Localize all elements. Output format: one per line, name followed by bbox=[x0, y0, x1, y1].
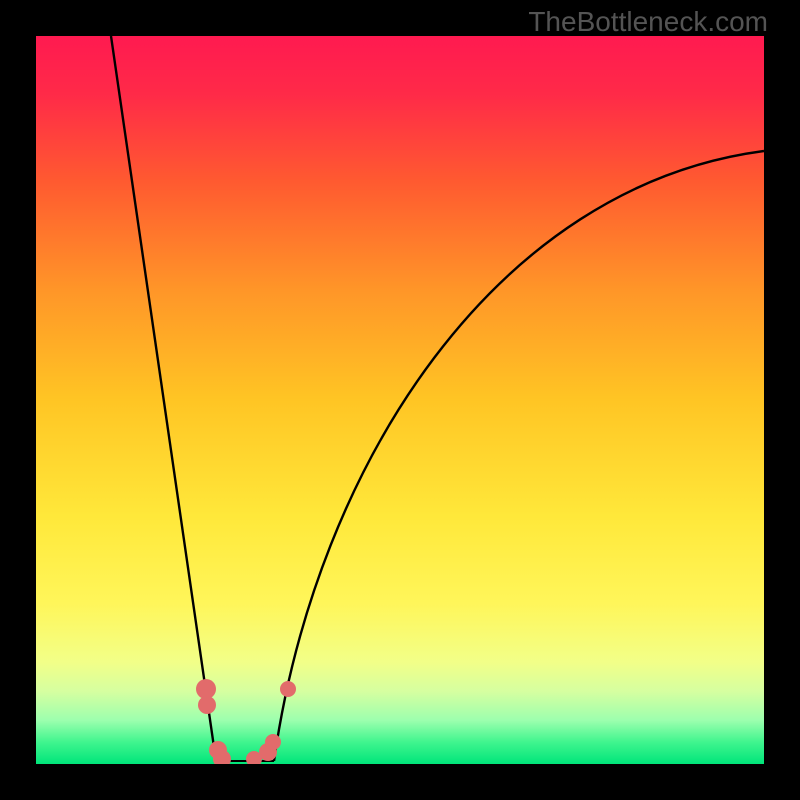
right-curve bbox=[274, 151, 764, 761]
border-left bbox=[0, 0, 36, 800]
border-bottom bbox=[0, 764, 800, 800]
curve-marker bbox=[198, 696, 216, 714]
left-curve bbox=[111, 36, 216, 761]
chart-stage: TheBottleneck.com bbox=[0, 0, 800, 800]
border-right bbox=[764, 0, 800, 800]
curve-marker bbox=[265, 734, 281, 750]
curve-marker bbox=[196, 679, 216, 699]
curve-layer bbox=[36, 36, 764, 764]
plot-area bbox=[36, 36, 764, 764]
curve-marker bbox=[280, 681, 296, 697]
watermark-text: TheBottleneck.com bbox=[528, 6, 768, 38]
